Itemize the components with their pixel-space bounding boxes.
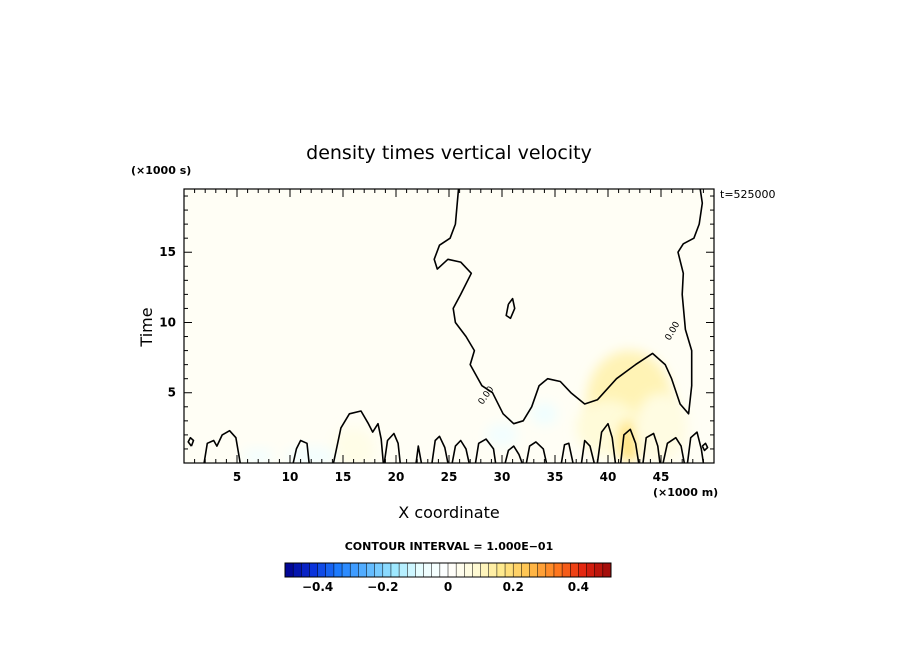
contour-line-15 xyxy=(642,432,661,463)
colorbar-cell xyxy=(529,563,538,577)
colorbar-frame xyxy=(284,562,612,578)
x-axis-label: X coordinate xyxy=(398,503,499,522)
colorbar-cell xyxy=(309,563,318,577)
colorbar-cell xyxy=(472,563,481,577)
colorbar-cell xyxy=(399,563,408,577)
colorbar-cell xyxy=(358,563,367,577)
colorbar-cell xyxy=(325,563,335,577)
contour-line-0 xyxy=(187,436,195,447)
colorbar-cell xyxy=(513,563,522,577)
colorbar-cell xyxy=(350,563,359,577)
y-tick-label: 5 xyxy=(168,386,176,400)
colorbar-cell xyxy=(594,563,604,577)
contour-line-4 xyxy=(383,432,401,463)
x-tick-label: 15 xyxy=(335,470,352,484)
field-region-4 xyxy=(332,427,375,463)
colorbar-cell xyxy=(342,563,351,577)
x-tick-label: 25 xyxy=(441,470,458,484)
x-tick-label: 5 xyxy=(233,470,241,484)
colorbar-tick-label: −0.4 xyxy=(302,580,333,594)
colorbar-tick-label: 0 xyxy=(444,580,452,594)
colorbar-cell xyxy=(301,563,310,577)
contour-line-16 xyxy=(662,436,686,463)
colorbar-cell xyxy=(456,563,465,577)
colorbar-cell xyxy=(537,563,547,577)
colorbar-cell xyxy=(293,563,302,577)
colorbar-cell xyxy=(374,563,384,577)
x-tick-label: 10 xyxy=(282,470,299,484)
colorbar-cell xyxy=(553,563,563,577)
colorbar-tick-label: 0.2 xyxy=(503,580,524,594)
y-tick-label: 15 xyxy=(159,245,176,259)
time-stamp: t=525000 xyxy=(720,188,776,201)
colorbar-cell xyxy=(390,563,400,577)
colorbar-cell xyxy=(521,563,530,577)
colorbar-cell xyxy=(366,563,375,577)
colorbar-cell xyxy=(448,563,457,577)
colorbar-cell xyxy=(562,563,571,577)
x-tick-label: 45 xyxy=(653,470,670,484)
field-region-7 xyxy=(284,447,338,463)
contour-line-6 xyxy=(431,435,449,463)
field-region-2 xyxy=(618,420,640,463)
colorbar-cell xyxy=(578,563,587,577)
colorbar-cell xyxy=(602,563,612,577)
y-axis-ticks: 5 10 15 xyxy=(159,195,714,450)
y-axis-label: Time xyxy=(137,307,156,347)
contour-line-20 xyxy=(505,297,516,320)
colorbar-cell xyxy=(545,563,555,577)
colorbar-cell xyxy=(488,563,498,577)
contour-line-12 xyxy=(580,439,595,463)
contour-line-18 xyxy=(701,442,709,452)
colorbar-cell xyxy=(570,563,579,577)
contour-line-10 xyxy=(525,441,548,463)
contour-line-19 xyxy=(433,189,704,425)
colorbar-cell xyxy=(333,563,343,577)
contour-line-2 xyxy=(292,439,310,463)
field-region-6 xyxy=(242,448,275,463)
x-tick-label: 35 xyxy=(547,470,564,484)
chart-title: density times vertical velocity xyxy=(306,142,592,164)
colorbar-cell xyxy=(423,563,432,577)
contour-line-8 xyxy=(474,438,497,463)
field-region-5 xyxy=(531,402,558,426)
contour-line-7 xyxy=(451,439,470,463)
colorbar xyxy=(284,562,612,578)
contour-line-5 xyxy=(415,445,423,463)
colorbar-ticks: −0.4 −0.2 0 0.2 0.4 xyxy=(302,580,589,594)
y-axis-unit: (×1000 s) xyxy=(131,164,191,177)
colorbar-cell xyxy=(505,563,514,577)
colorbar-cell xyxy=(431,563,441,577)
field-region-3 xyxy=(634,392,688,463)
colorbar-cell xyxy=(407,563,416,577)
colorbar-cell xyxy=(480,563,490,577)
colorbar-cell xyxy=(317,563,327,577)
x-tick-label: 30 xyxy=(494,470,511,484)
x-tick-label: 40 xyxy=(600,470,617,484)
colorbar-tick-label: −0.2 xyxy=(367,580,398,594)
contour-line-14 xyxy=(619,428,640,463)
colorbar-cell xyxy=(586,563,595,577)
contour-line-9 xyxy=(504,445,523,463)
x-tick-label: 20 xyxy=(388,470,405,484)
contour-line-17 xyxy=(686,431,705,463)
contour-line-13 xyxy=(596,422,617,463)
colorbar-tick-label: 0.4 xyxy=(568,580,589,594)
contour-lines xyxy=(187,189,709,463)
colorbar-title: CONTOUR INTERVAL = 1.000E−01 xyxy=(345,540,554,553)
colorbar-cell xyxy=(464,563,473,577)
field-region-8 xyxy=(486,423,518,447)
colorbar-cell xyxy=(439,563,449,577)
colorbar-cell xyxy=(285,563,294,577)
colorbar-cell xyxy=(382,563,392,577)
y-tick-label: 10 xyxy=(159,315,176,329)
x-axis-ticks: 5 10 15 20 25 30 35 40 45 xyxy=(183,189,715,484)
x-axis-unit: (×1000 m) xyxy=(653,486,718,499)
colorbar-cell xyxy=(415,563,424,577)
contour-line-11 xyxy=(560,442,574,463)
contour-line-1 xyxy=(203,429,241,463)
contour-line-3 xyxy=(332,410,385,463)
colorbar-cell xyxy=(496,563,506,577)
